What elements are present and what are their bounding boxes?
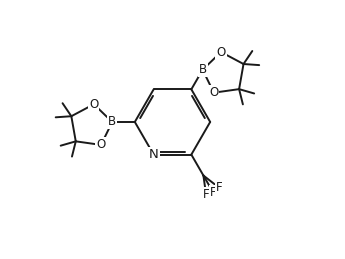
- Text: B: B: [199, 63, 207, 76]
- Text: O: O: [216, 46, 226, 59]
- Text: F: F: [210, 186, 217, 199]
- Text: O: O: [89, 98, 98, 111]
- Text: F: F: [216, 181, 222, 194]
- Text: N: N: [149, 148, 159, 161]
- Text: F: F: [203, 188, 209, 202]
- Text: B: B: [108, 116, 116, 128]
- Text: O: O: [209, 86, 218, 99]
- Text: O: O: [96, 138, 106, 152]
